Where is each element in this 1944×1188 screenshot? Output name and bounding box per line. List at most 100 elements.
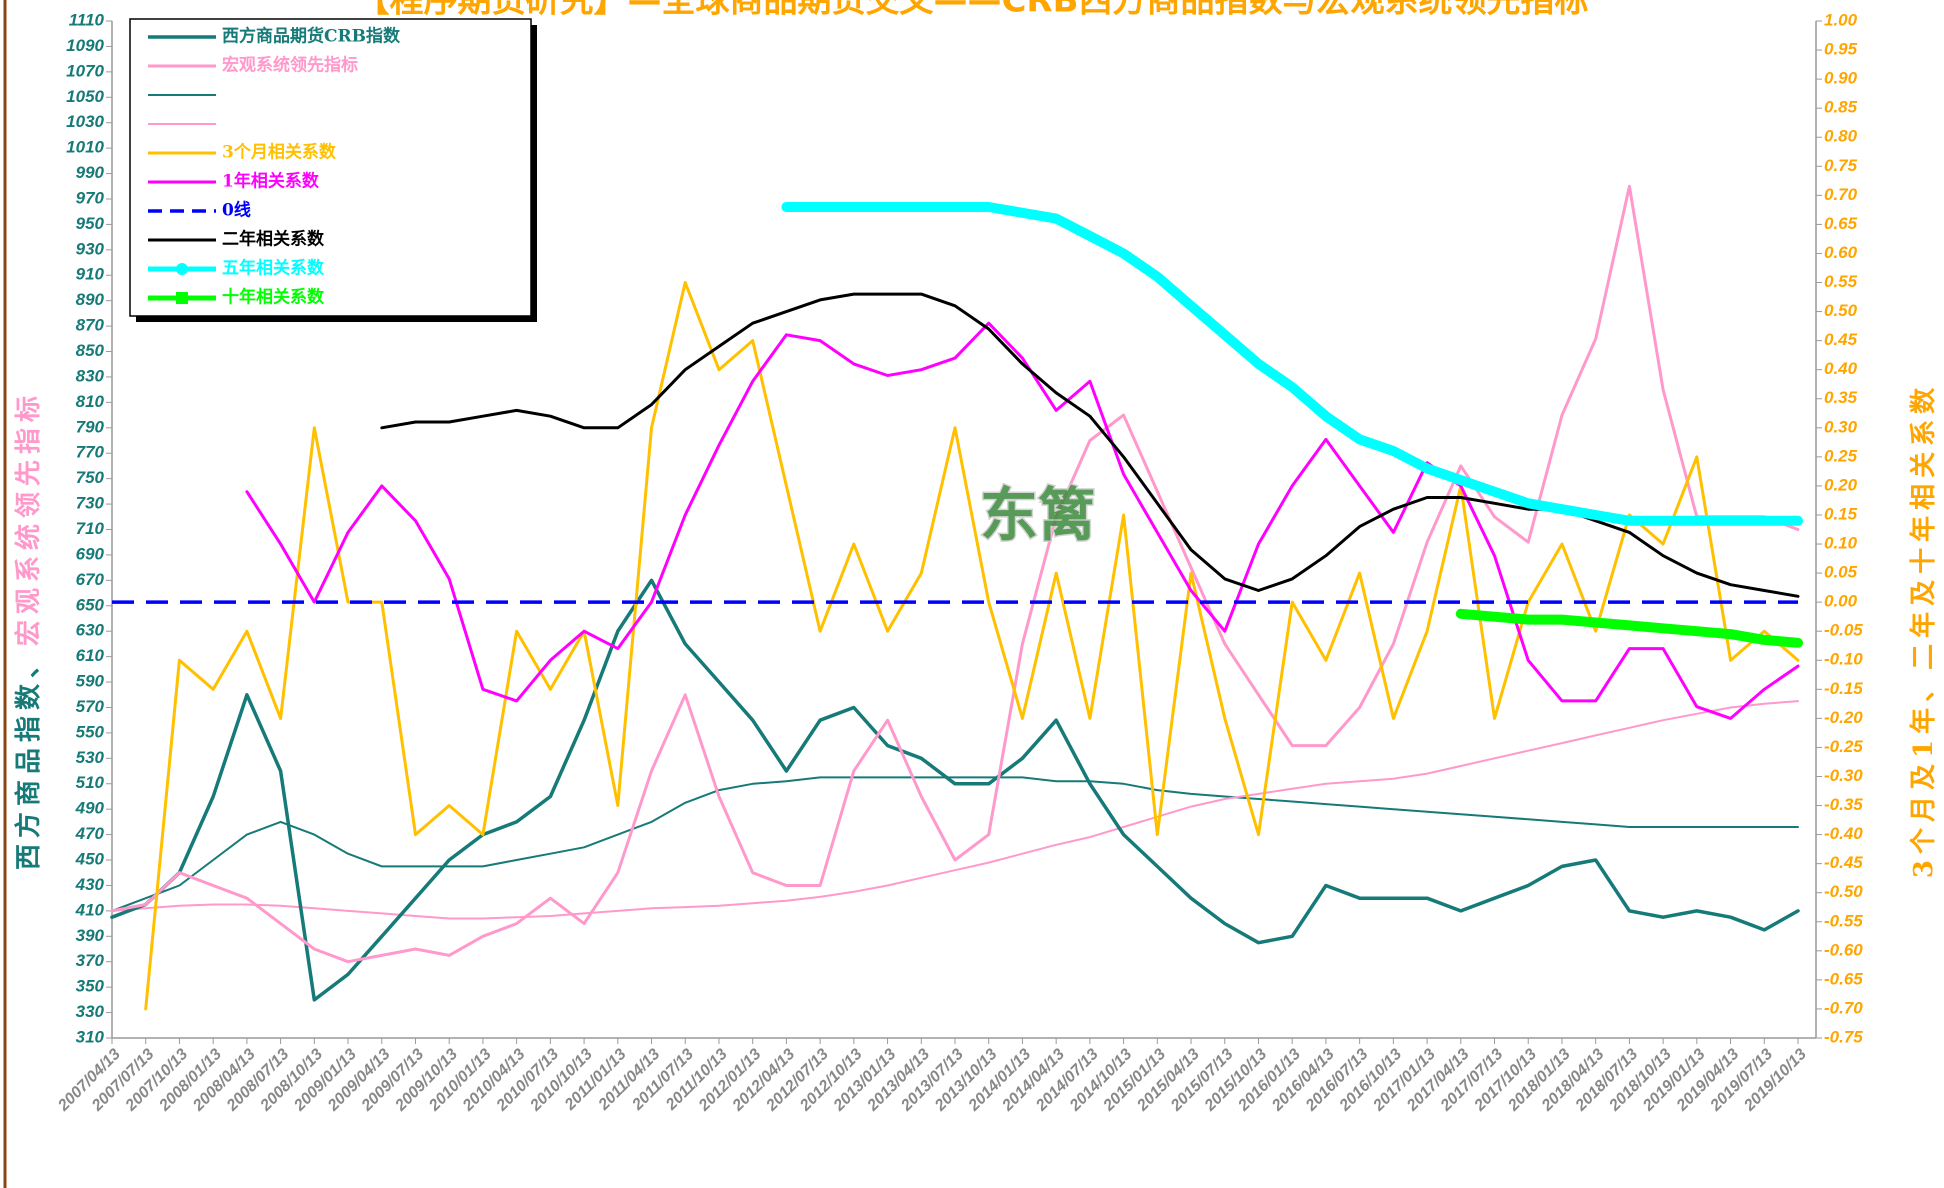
y2-tick-label: 0.00 [1824, 592, 1858, 611]
y-tick-label: 950 [76, 214, 105, 233]
y-tick-label: 550 [76, 722, 105, 741]
series-line [781, 202, 1803, 526]
y-tick-label: 690 [76, 544, 105, 563]
y2-tick-label: -0.30 [1824, 766, 1863, 785]
y-axis-label: 西方商品指数、宏观系统领先指标 [13, 390, 44, 870]
y-tick-label: 1030 [66, 112, 104, 131]
series-line [110, 184, 1800, 964]
series-line [111, 700, 1799, 920]
y-tick-label: 610 [76, 646, 105, 665]
y2-tick-label: -0.65 [1824, 969, 1863, 988]
y2-tick-label: 0.35 [1824, 388, 1858, 407]
y-tick-label: 310 [76, 1027, 105, 1046]
y-tick-label: 470 [75, 824, 105, 843]
y2-tick-label: 0.50 [1824, 301, 1858, 320]
y2-tick-label: -0.25 [1824, 737, 1863, 756]
y-tick-label: 450 [75, 850, 105, 869]
legend-marker [176, 292, 188, 304]
y-tick-label: 370 [76, 951, 105, 970]
chart-title: 【程序期货研究】—全球商品期货交叉——CRB西方商品指数与宏观系统领先指标 [355, 0, 1588, 21]
y-tick-label: 410 [75, 900, 105, 919]
y2-tick-label: -0.55 [1824, 911, 1863, 930]
y-tick-label: 510 [76, 773, 105, 792]
y-axis-label-part: 西方商品指数、 [13, 646, 44, 870]
y2-tick-label: -0.20 [1824, 708, 1863, 727]
series-line [380, 292, 1800, 598]
y-tick-label: 1110 [69, 10, 105, 29]
legend-label: 0线 [222, 200, 251, 221]
y2-tick-label: -0.60 [1824, 940, 1863, 959]
y-tick-label: 910 [76, 265, 105, 284]
y-axis-label-part: 宏观系统领先指标 [13, 390, 44, 646]
y2-tick-label: 0.25 [1824, 446, 1858, 465]
legend-label: 二年相关系数 [222, 229, 325, 250]
y2-tick-label: 0.70 [1824, 185, 1858, 204]
y2-tick-label: 0.15 [1824, 504, 1858, 523]
y-tick-label: 750 [76, 468, 105, 487]
y-tick-label: 670 [76, 570, 105, 589]
y2-axis-label: 3个月及1年、二年及十年相关系数 [1908, 382, 1939, 878]
y2-tick-label: 0.60 [1824, 243, 1858, 262]
legend-label: 3个月相关系数 [222, 142, 337, 163]
y-tick-label: 390 [76, 926, 105, 945]
y2-tick-label: 0.05 [1824, 563, 1858, 582]
y2-tick-label: 1.00 [1824, 10, 1858, 29]
y-tick-label: 590 [76, 672, 105, 691]
y-tick-label: 650 [76, 595, 105, 614]
y2-tick-label: 0.85 [1824, 98, 1858, 117]
legend-label: 西方商品期货CRB指数 [222, 26, 401, 47]
y-tick-label: 530 [76, 748, 105, 767]
legend-label: 1年相关系数 [222, 171, 320, 192]
y-tick-label: 850 [76, 341, 105, 360]
y2-tick-label: -0.45 [1824, 853, 1863, 872]
y-tick-label: 930 [76, 239, 105, 258]
y-tick-label: 770 [76, 443, 105, 462]
y-tick-label: 890 [76, 290, 105, 309]
y-tick-label: 830 [76, 366, 105, 385]
y-tick-label: 630 [76, 621, 105, 640]
y2-tick-label: 0.65 [1824, 214, 1858, 233]
y2-tick-label: 0.75 [1824, 156, 1858, 175]
y2-tick-label: 0.55 [1824, 272, 1858, 291]
y-tick-label: 870 [76, 316, 105, 335]
y2-tick-label: 0.80 [1824, 127, 1858, 146]
y-tick-label: 570 [76, 697, 105, 716]
series-line [111, 776, 1799, 912]
y2-tick-label: 0.90 [1824, 69, 1858, 88]
watermark: 东篱 [980, 481, 1096, 549]
y2-tick-label: -0.50 [1824, 882, 1863, 901]
y2-tick-label: -0.15 [1824, 679, 1863, 698]
y2-tick-label: -0.05 [1824, 621, 1863, 640]
y2-tick-label: 0.45 [1824, 330, 1858, 349]
y-tick-label: 430 [75, 875, 105, 894]
y-tick-label: 1050 [66, 87, 104, 106]
y2-tick-label: 0.40 [1824, 359, 1858, 378]
series-line [144, 281, 1800, 1011]
y-tick-label: 730 [76, 494, 105, 513]
y2-tick-label: 0.30 [1824, 417, 1858, 436]
y2-tick-label: 0.20 [1824, 475, 1858, 494]
y2-tick-label: -0.70 [1824, 998, 1863, 1017]
y2-tick-label: 0.10 [1824, 534, 1858, 553]
series-line [1455, 608, 1803, 648]
series-line [110, 578, 1800, 1002]
y-tick-label: 790 [76, 417, 105, 436]
legend-label: 十年相关系数 [222, 287, 325, 308]
y2-tick-label: 0.95 [1824, 40, 1858, 59]
y-tick-label: 350 [76, 977, 105, 996]
y-tick-label: 330 [76, 1002, 105, 1021]
y2-tick-label: -0.10 [1824, 650, 1863, 669]
y-tick-label: 490 [75, 799, 105, 818]
y2-tick-label: -0.35 [1824, 795, 1863, 814]
y-tick-label: 1090 [66, 36, 104, 55]
y2-tick-label: -0.75 [1824, 1027, 1863, 1046]
y-tick-label: 990 [76, 163, 105, 182]
legend-label: 宏观系统领先指标 [222, 55, 358, 76]
legend-label: 五年相关系数 [222, 258, 325, 279]
y-tick-label: 1070 [66, 61, 104, 80]
y-tick-label: 810 [76, 392, 105, 411]
y2-tick-label: -0.40 [1824, 824, 1863, 843]
y-tick-label: 1010 [66, 138, 104, 157]
y-tick-label: 970 [76, 188, 105, 207]
